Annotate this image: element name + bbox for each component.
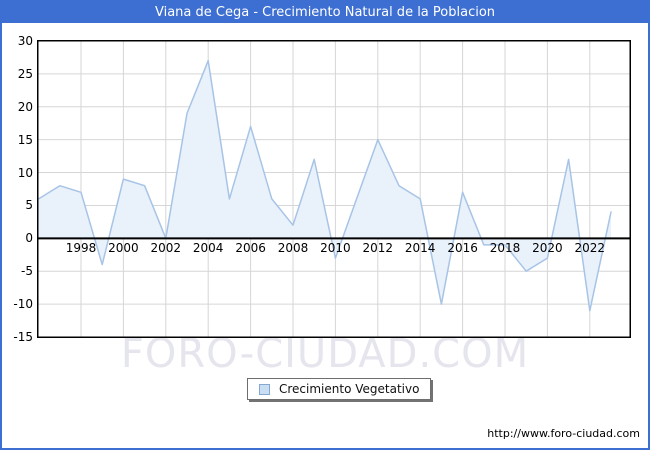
- y-tick-label: 15: [17, 132, 33, 147]
- legend-swatch-icon: [259, 383, 270, 395]
- y-tick-label: -10: [13, 297, 33, 312]
- series-area: [38, 60, 612, 311]
- y-tick-label: -5: [21, 264, 33, 279]
- y-tick-label: 25: [17, 66, 33, 81]
- x-tick-label: 2010: [320, 241, 351, 256]
- chart-svg: [37, 40, 631, 338]
- x-tick-label: 2014: [404, 241, 436, 256]
- watermark: FORO-CIUDAD.COM: [120, 331, 530, 377]
- x-tick-label: 2004: [192, 241, 224, 256]
- x-tick-label: 2000: [108, 241, 139, 256]
- x-tick-label: 2020: [532, 241, 563, 256]
- x-tick-label: 2018: [489, 241, 521, 256]
- x-tick-label: 2016: [447, 241, 478, 256]
- y-tick-label: -15: [13, 330, 33, 344]
- legend: Crecimiento Vegetativo: [247, 378, 432, 400]
- footer-link[interactable]: http://www.foro-ciudad.com: [487, 427, 640, 440]
- x-tick-label: 2022: [574, 241, 606, 256]
- x-tick-label: 2008: [277, 241, 309, 256]
- x-tick-label: 2006: [235, 241, 266, 256]
- plot-border: [37, 40, 631, 338]
- plot-area: [37, 40, 631, 338]
- legend-label: Crecimiento Vegetativo: [279, 382, 420, 396]
- y-tick-label: 30: [17, 34, 33, 48]
- y-tick-label: 20: [17, 99, 33, 114]
- x-tick-label: 1998: [65, 241, 97, 256]
- chart-title: Viana de Cega - Crecimiento Natural de l…: [154, 5, 496, 20]
- x-tick-label: 2002: [150, 241, 182, 256]
- series-line: [37, 59, 612, 312]
- y-tick-label: 5: [25, 198, 33, 213]
- title-bar: Viana de Cega - Crecimiento Natural de l…: [2, 2, 648, 23]
- y-tick-label: 10: [17, 165, 33, 180]
- x-tick-label: 2012: [362, 241, 394, 256]
- y-tick-label: 0: [25, 231, 33, 246]
